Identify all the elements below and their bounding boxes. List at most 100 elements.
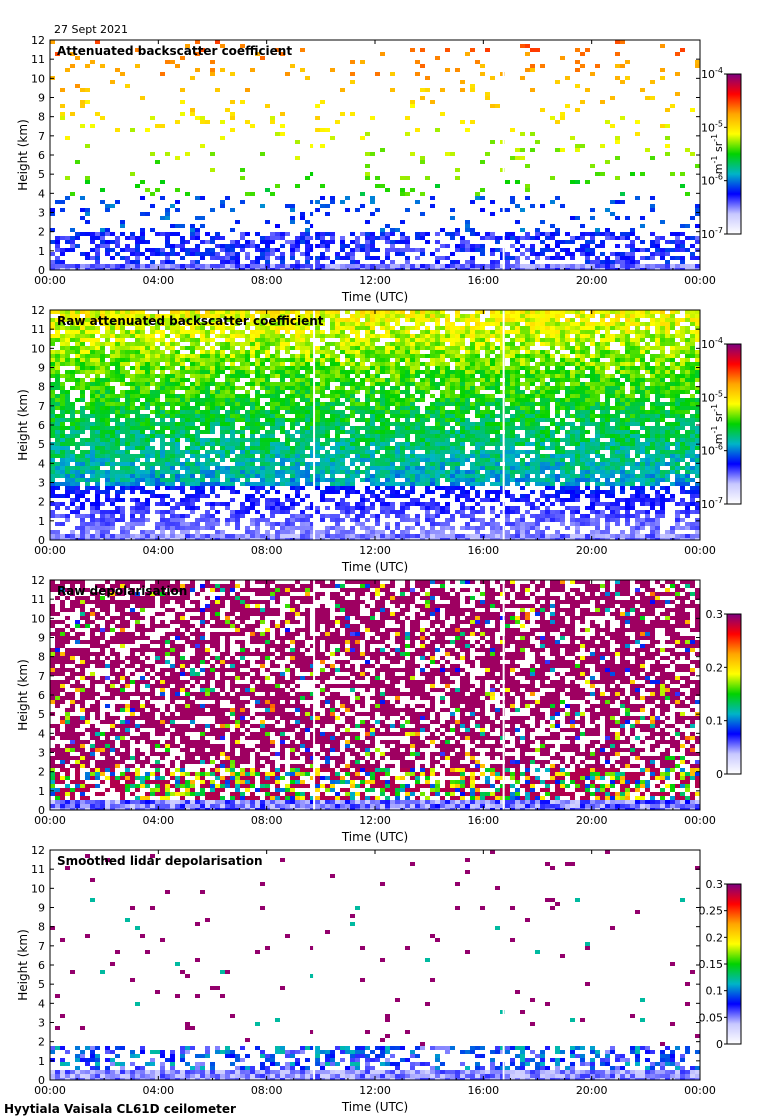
- heatmap-cells: [130, 680, 135, 684]
- heatmap-cells: [640, 172, 645, 176]
- heatmap-cells: [260, 1070, 265, 1074]
- heatmap-cells: [380, 1046, 385, 1050]
- heatmap-cells: [485, 152, 490, 156]
- heatmap-cells: [680, 776, 685, 780]
- heatmap-cells: [640, 772, 670, 784]
- colorbar: 10-4 10-5 10-6 10-7 m-1 sr-1: [701, 66, 742, 241]
- heatmap-cells: [325, 240, 370, 252]
- heatmap-cells: [350, 796, 355, 800]
- heatmap-cells: [480, 236, 485, 240]
- y-tick-label: 4: [38, 727, 45, 740]
- heatmap-cells: [370, 196, 375, 200]
- heatmap-cells: [130, 362, 700, 394]
- heatmap-cells: [560, 56, 565, 60]
- heatmap-cells: [260, 620, 265, 624]
- heatmap-cells: [455, 68, 460, 72]
- heatmap-cells: [145, 502, 610, 540]
- y-tick-label: 1: [38, 245, 45, 258]
- heatmap-cells: [520, 736, 525, 740]
- colorbar: 0.3 0.2 0.1 0: [706, 608, 742, 781]
- colorbar-tick-label: 0.1: [706, 715, 724, 728]
- heatmap-cells: [95, 458, 100, 462]
- heatmap-cells: [200, 620, 205, 624]
- heatmap-cells: [120, 224, 125, 228]
- heatmap-cells: [245, 244, 250, 248]
- x-axis-label: Time (UTC): [341, 830, 408, 844]
- heatmap-cells: [240, 168, 245, 172]
- heatmap-cells: [540, 744, 545, 748]
- y-tick-label: 12: [31, 34, 45, 47]
- heatmap-cells: [205, 510, 495, 530]
- heatmap-cells: [435, 1058, 440, 1062]
- heatmap-cells: [345, 792, 350, 796]
- heatmap-cells: [305, 772, 310, 776]
- heatmap-cells: [145, 188, 150, 192]
- heatmap-cells: [475, 1062, 480, 1066]
- heatmap-cells: [660, 1058, 665, 1062]
- heatmap-cells: [635, 1046, 640, 1050]
- heatmap-cells: [85, 1070, 640, 1080]
- heatmap-cells: [605, 120, 610, 124]
- heatmap-cells: [240, 800, 245, 804]
- heatmap-cells: [145, 216, 305, 252]
- heatmap-cells: [180, 800, 700, 810]
- heatmap-cells: [200, 144, 205, 148]
- heatmap-cells: [60, 534, 685, 540]
- heatmap-cells: [585, 180, 590, 184]
- heatmap-cells: [580, 800, 585, 804]
- heatmap-cells: [305, 748, 310, 752]
- heatmap-cells: [170, 1058, 175, 1062]
- heatmap-cells: [90, 752, 95, 756]
- heatmap-cells: [100, 188, 105, 192]
- footer-label: Hyytiala Vaisala CL61D ceilometer: [4, 1102, 236, 1116]
- heatmap-cells: [315, 1046, 320, 1050]
- heatmap-cells: [285, 788, 290, 792]
- heatmap-cells: [410, 676, 415, 680]
- heatmap-cells: [255, 450, 690, 470]
- heatmap-cells: [345, 616, 350, 620]
- y-tick-label: 10: [31, 882, 45, 895]
- heatmap-cells: [290, 478, 295, 482]
- heatmap-cells: [305, 804, 310, 808]
- heatmap-cells: [305, 728, 310, 732]
- heatmap-cells: [510, 776, 515, 780]
- heatmap-cells: [525, 780, 530, 784]
- heatmap-cells: [240, 44, 480, 64]
- heatmap-cells: [235, 1058, 240, 1062]
- heatmap-cells: [520, 1058, 525, 1062]
- heatmap-cells: [435, 442, 440, 458]
- y-tick-label: 1: [38, 515, 45, 528]
- heatmap-cells: [210, 152, 215, 156]
- heatmap-cells: [455, 168, 460, 172]
- heatmap-cells: [580, 644, 585, 648]
- y-tick-label: 4: [38, 187, 45, 200]
- x-tick-label: 16:00: [467, 1084, 499, 1097]
- heatmap-cells: [615, 1054, 620, 1058]
- heatmap-cells: [660, 684, 665, 688]
- heatmap-cells: [220, 534, 225, 538]
- heatmap-cells: [375, 184, 380, 188]
- heatmap-cells: [110, 1058, 115, 1062]
- heatmap-cells: [455, 176, 460, 180]
- heatmap-cells: [625, 720, 630, 724]
- heatmap-cells: [55, 354, 630, 422]
- heatmap-cells: [460, 1050, 465, 1054]
- heatmap-cells: [170, 1054, 175, 1058]
- colorbar-tick-label: 10-5: [701, 119, 723, 134]
- heatmap-cells: [540, 644, 545, 648]
- heatmap-cells: [225, 616, 230, 620]
- heatmap-cells: [235, 1054, 240, 1058]
- y-tick-label: 8: [38, 381, 45, 394]
- heatmap-cells: [100, 534, 645, 540]
- heatmap-cells: [515, 760, 520, 764]
- heatmap-cells: [685, 800, 690, 804]
- heatmap-cells: [135, 620, 140, 624]
- heatmap-cells: [475, 196, 480, 200]
- heatmap-cells: [635, 784, 640, 788]
- heatmap-cells: [665, 136, 670, 140]
- heatmap-cells: [400, 1046, 405, 1050]
- heatmap-cells: [225, 768, 230, 772]
- heatmap-cells: [300, 1066, 305, 1070]
- heatmap-cells: [580, 712, 585, 716]
- x-tick-label: 00:00: [34, 274, 66, 287]
